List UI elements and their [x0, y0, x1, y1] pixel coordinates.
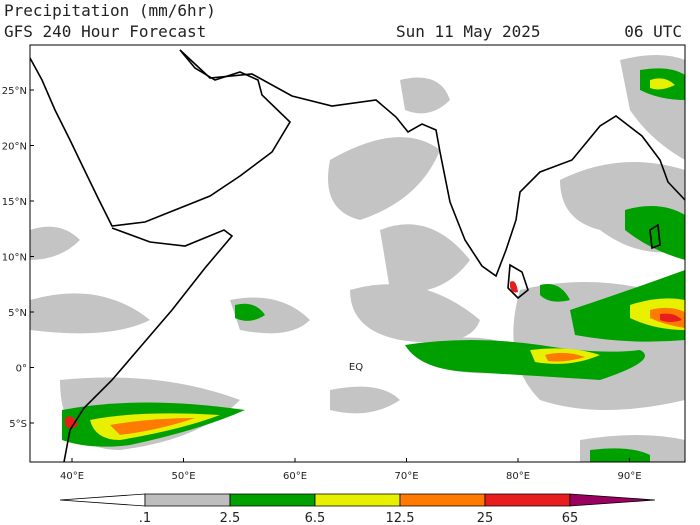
- colorbar-label: .1: [139, 511, 151, 525]
- lat-label: 5°N: [8, 308, 27, 319]
- coastlines: [30, 49, 685, 462]
- equator-label: EQ: [349, 362, 363, 373]
- colorbar-segment: [229, 493, 316, 507]
- lon-labels: 40°E 50°E 60°E 70°E 80°E 90°E: [60, 458, 642, 482]
- colorbar-label: 12.5: [386, 511, 415, 525]
- colorbar-label: 65: [562, 511, 579, 525]
- subtitle: GFS 240 Hour Forecast: [4, 22, 206, 41]
- colorbar-label: 2.5: [220, 511, 241, 525]
- title: Precipitation (mm/6hr): [4, 1, 216, 20]
- lon-label: 70°E: [394, 471, 418, 482]
- lon-label: 50°E: [171, 471, 195, 482]
- date: Sun 11 May 2025: [396, 22, 541, 41]
- lon-label: 60°E: [283, 471, 307, 482]
- lat-label: 0°: [16, 364, 27, 375]
- colorbar-segment: [399, 493, 486, 507]
- colorbar-segment: [144, 493, 231, 507]
- colorbar-segment: [484, 493, 571, 507]
- colorbar-label: 6.5: [305, 511, 326, 525]
- lat-label: 15°N: [2, 197, 27, 208]
- time: 06 UTC: [624, 22, 682, 41]
- colorbar-label: 25: [477, 511, 494, 525]
- lat-label: 20°N: [2, 142, 27, 153]
- lon-label: 80°E: [506, 471, 530, 482]
- colorbar-segment: [314, 493, 401, 507]
- colorbar: .1 2.5 6.5 12.5 25 65: [59, 493, 656, 525]
- map-frame: [29, 44, 686, 463]
- colorbar-segment: [59, 493, 146, 507]
- lat-label: 10°N: [2, 253, 27, 264]
- map: EQ 25°N 20°N 15°N 10°N 5°N 0° 5°S 40°E 50°E 60°E…: [2, 44, 686, 482]
- lat-label: 5°S: [9, 419, 27, 430]
- lat-labels: 25°N 20°N 15°N 10°N 5°N 0° 5°S: [2, 86, 34, 430]
- lon-label: 90°E: [617, 471, 641, 482]
- precip-field: [30, 55, 685, 462]
- colorbar-segment: [569, 493, 656, 507]
- lon-label: 40°E: [60, 471, 84, 482]
- lat-label: 25°N: [2, 86, 27, 97]
